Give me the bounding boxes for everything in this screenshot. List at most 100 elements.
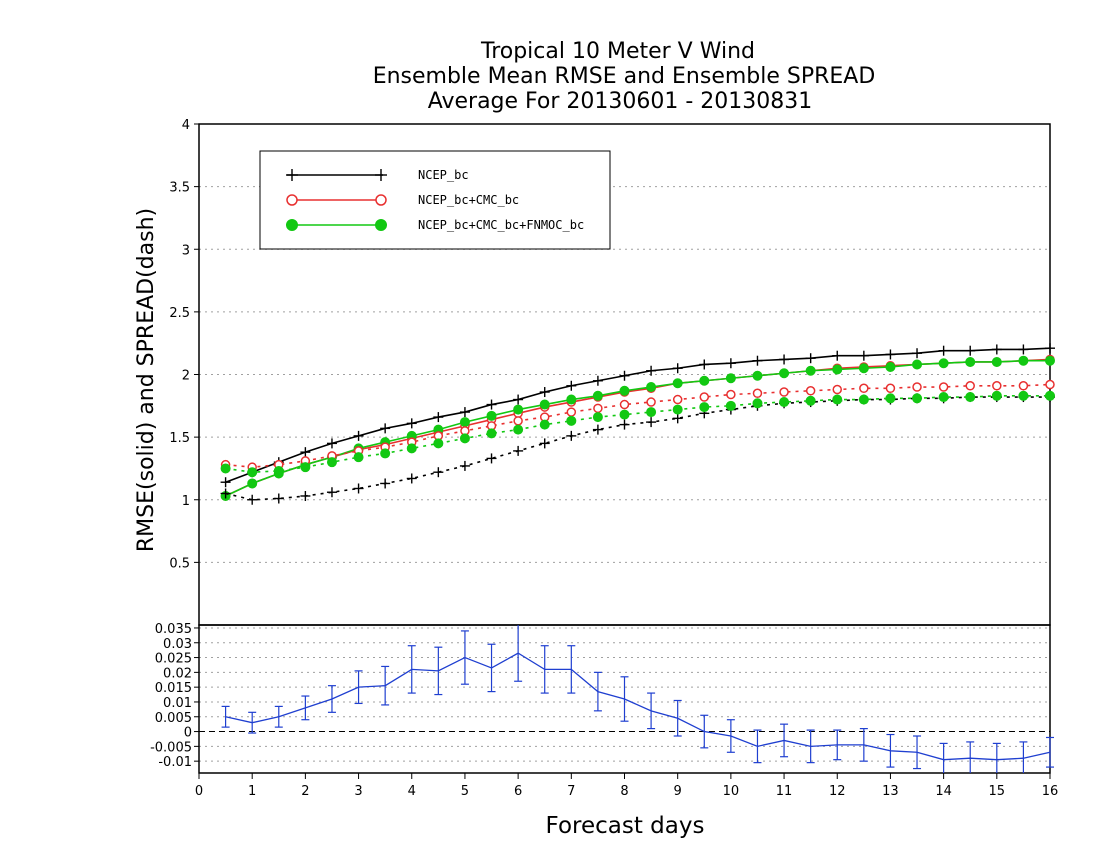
series-point	[672, 404, 683, 415]
series-point	[646, 397, 656, 407]
series-point	[220, 488, 231, 499]
series-point	[672, 363, 683, 374]
series-point	[832, 364, 843, 375]
error-bar	[221, 705, 230, 728]
lower-y-tick-label: -0.005	[150, 740, 192, 755]
series-point	[991, 390, 1002, 401]
series-point	[885, 349, 896, 360]
legend-label: NCEP_bc+CMC_bc+FNMOC_bc	[418, 218, 584, 232]
series-point	[672, 413, 683, 424]
lower-y-tick-label: 0.025	[155, 652, 192, 667]
difference-series	[221, 625, 1054, 773]
legend-marker	[286, 219, 298, 231]
series-point	[326, 457, 337, 468]
series-point	[513, 394, 524, 405]
error-bar	[567, 645, 576, 694]
series-point	[273, 493, 284, 504]
legend-marker	[286, 169, 298, 181]
upper-y-tick-label: 4	[182, 118, 190, 133]
series-point	[592, 412, 603, 423]
series-point	[912, 359, 923, 370]
series-point	[380, 423, 391, 434]
legend-marker	[375, 194, 387, 206]
x-axis: 0 1 2 3 4 5 6 7 8 9 10 11 12 13 14 15 16	[195, 773, 1058, 799]
upper-y-tick-label: 2	[182, 369, 190, 384]
series-point	[300, 447, 311, 458]
x-tick-label: 3	[354, 784, 362, 799]
series-point	[779, 368, 790, 379]
series-point	[592, 375, 603, 386]
series-point	[646, 407, 657, 418]
series-point	[619, 399, 630, 410]
series-rmse-2	[220, 355, 1055, 501]
error-bar	[248, 711, 257, 734]
x-tick-label: 13	[882, 784, 899, 799]
error-bar	[673, 699, 682, 737]
series-point	[486, 399, 497, 410]
lower-y-tick-label: -0.01	[158, 755, 192, 770]
series-point	[912, 382, 922, 392]
series-point	[326, 438, 337, 449]
error-bar	[274, 705, 283, 728]
series-spread-3	[220, 392, 1055, 505]
series-point	[433, 467, 444, 478]
series-point	[991, 356, 1002, 367]
series-point	[672, 378, 683, 389]
series-point	[433, 412, 444, 423]
series-point	[699, 392, 710, 402]
series-point	[539, 399, 550, 410]
lower-y-tick-label: 0.01	[163, 696, 192, 711]
series-point	[859, 383, 869, 394]
x-tick-label: 11	[776, 784, 793, 799]
series-point	[353, 483, 364, 494]
series-point	[592, 390, 603, 401]
error-bar	[540, 645, 549, 694]
x-tick-label: 1	[248, 784, 256, 799]
upper-panel-grid	[199, 186, 1050, 563]
series-point	[912, 393, 923, 404]
x-tick-label: 9	[674, 784, 682, 799]
series-point	[832, 350, 843, 361]
series-point	[779, 387, 789, 397]
error-bar	[460, 630, 469, 685]
x-tick-label: 10	[723, 784, 740, 799]
series-point	[805, 386, 816, 396]
error-bar	[407, 645, 416, 694]
series-line	[225, 396, 1050, 501]
error-bar	[859, 727, 868, 762]
series-point	[513, 424, 524, 435]
series-point	[938, 392, 949, 403]
series-point	[566, 380, 577, 391]
series-point	[592, 424, 603, 435]
series-line	[225, 359, 1050, 497]
series-point	[486, 410, 497, 421]
series-point	[965, 392, 976, 403]
series-point	[725, 358, 736, 369]
series-point	[938, 345, 949, 356]
y-axis-label: RMSE(solid) and SPREAD(dash)	[134, 208, 159, 552]
series-point	[752, 370, 763, 381]
x-tick-label: 14	[935, 784, 952, 799]
error-bar	[966, 741, 975, 773]
upper-y-axis: 0.5 1 1.5 2 2.5 3 3.5 4	[169, 118, 199, 571]
series-point	[513, 445, 524, 456]
error-bar	[913, 735, 922, 770]
upper-y-tick-label: 1	[182, 494, 190, 509]
series-point	[805, 353, 816, 364]
series-point	[273, 465, 284, 476]
series-point	[247, 478, 258, 489]
series-point	[566, 407, 577, 417]
series-point	[992, 381, 1002, 391]
series-spread-4	[220, 379, 1055, 472]
series-point	[566, 394, 577, 405]
series-point	[353, 452, 364, 463]
error-bar	[992, 742, 1001, 773]
series-point	[779, 397, 790, 408]
error-bar	[514, 625, 523, 682]
legend-item: NCEP_bc+CMC_bc+FNMOC_bc	[286, 218, 584, 232]
series-spread-5	[220, 390, 1055, 478]
error-bar	[726, 719, 735, 753]
lower-y-axis: -0.01-0.00500.0050.010.0150.020.0250.030…	[150, 622, 199, 770]
lower-y-tick-label: 0	[184, 726, 192, 741]
series-point	[619, 419, 630, 430]
